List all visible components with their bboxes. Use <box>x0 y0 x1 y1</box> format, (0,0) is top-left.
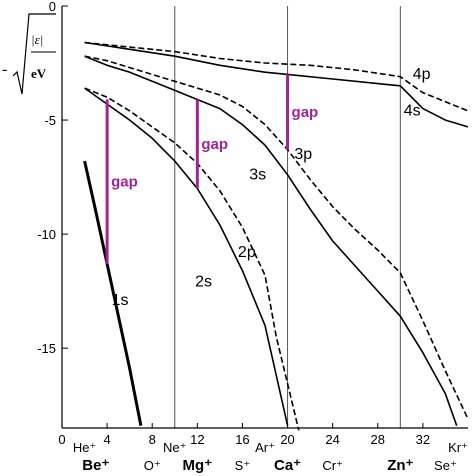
gap-label-2: gap <box>201 136 228 153</box>
x-tick-label: 4 <box>103 432 110 447</box>
y-axis-label-denominator: eV <box>31 66 47 81</box>
ion-label: Zn⁺ <box>387 457 413 474</box>
curve-labels: 1s 2s 2p 3s 3p 4s 4p <box>112 66 431 309</box>
curve-label-3p: 3p <box>294 146 312 163</box>
ion-label: Ca⁺ <box>274 457 301 474</box>
ion-labels: He⁺ Be⁺ O⁺Ne⁺ Mg⁺ S⁺ Ar⁺ Ca⁺ Cr⁺ Zn⁺ Se⁺ Kr⁺ <box>73 440 468 474</box>
vertical-reference-lines <box>174 6 401 428</box>
ion-label: Se⁺ <box>434 458 457 473</box>
gap-label-3: gap <box>292 104 319 121</box>
curve-label-4s: 4s <box>404 102 421 119</box>
y-tick-label: -5 <box>44 113 56 128</box>
curve-label-2p: 2p <box>238 244 256 261</box>
ion-label: Ne⁺ <box>163 440 186 455</box>
y-tick-label: 0 <box>49 0 56 14</box>
x-tick-label: 16 <box>235 432 249 447</box>
series-line-1s <box>83 160 143 426</box>
ion-label: Ar⁺ <box>255 440 275 455</box>
series-line-4p <box>84 41 469 112</box>
series-line-2p <box>84 87 300 431</box>
y-axis-label: - |ε| eV <box>2 13 56 95</box>
x-tick-label: 32 <box>416 432 430 447</box>
y-tick-label: -15 <box>37 341 56 356</box>
series-line-4s <box>84 41 469 128</box>
ion-label: He⁺ <box>73 440 96 455</box>
x-tick-label: 24 <box>325 432 339 447</box>
ion-label: O⁺ <box>144 458 161 473</box>
ion-label: Kr⁺ <box>448 440 468 455</box>
y-axis-label-minus: - <box>2 61 7 78</box>
x-tick-label: 12 <box>190 432 204 447</box>
ion-label: Be⁺ <box>82 457 109 474</box>
ion-label: Mg⁺ <box>183 457 213 474</box>
curve-label-1s: 1s <box>112 292 129 309</box>
curve-label-3s: 3s <box>249 166 266 183</box>
gap-label-1: gap <box>111 174 138 191</box>
ion-label: S⁺ <box>235 458 251 473</box>
x-tick-label: 8 <box>149 432 156 447</box>
series-line-2s <box>84 87 289 426</box>
tick-labels: 0 -5 -10 -15 0 4 8 12 16 20 24 28 32 <box>37 0 430 447</box>
series-curves <box>83 41 469 431</box>
ion-label: Cr⁺ <box>322 458 343 473</box>
curve-label-2s: 2s <box>195 274 212 291</box>
x-tick-label: 0 <box>58 432 65 447</box>
gap-markers: gap gap gap <box>105 74 319 264</box>
x-tick-label: 20 <box>280 432 294 447</box>
x-tick-label: 28 <box>371 432 385 447</box>
curve-label-4p: 4p <box>413 66 431 83</box>
series-line-3s <box>84 55 458 426</box>
y-tick-label: -10 <box>37 227 56 242</box>
series-line-3p <box>84 55 469 420</box>
y-axis-label-numerator: |ε| <box>31 32 43 47</box>
y-axis-label-root-sign <box>12 13 56 95</box>
axes <box>61 5 468 429</box>
